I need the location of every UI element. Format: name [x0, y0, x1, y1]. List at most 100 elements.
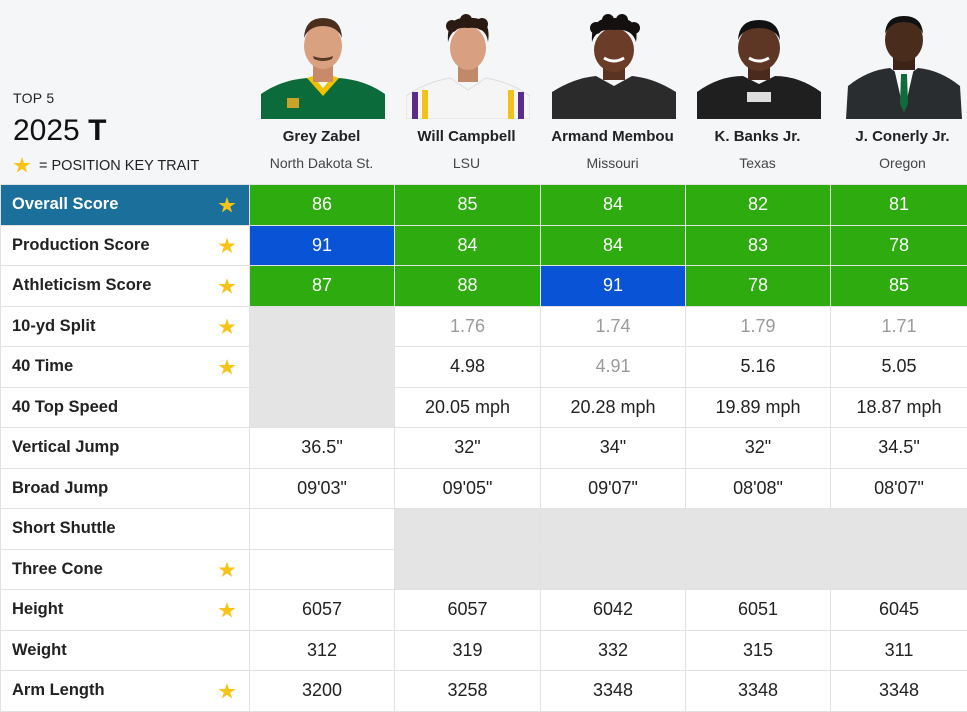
row-label-text: 40 Top Speed — [12, 397, 119, 416]
stat-cell: 84 — [394, 224, 541, 266]
table-row: Weight 312 319 332 315 311 — [0, 629, 967, 671]
stat-cell: 09'03" — [249, 467, 395, 509]
row-label-text: Short Shuttle — [12, 519, 116, 538]
star-icon — [218, 359, 236, 375]
stat-cell: 20.28 mph — [540, 386, 686, 428]
star-icon — [218, 602, 236, 618]
stat-cell: 332 — [540, 629, 686, 671]
row-label-text: Vertical Jump — [12, 438, 120, 457]
player-photo — [406, 12, 530, 119]
stat-cell: 1.74 — [540, 305, 686, 347]
row-label-text: Athleticism Score — [12, 276, 152, 295]
stat-cell: 311 — [830, 629, 967, 671]
table-row: 40 Top Speed 20.05 mph 20.28 mph 19.89 mph 1… — [0, 386, 967, 428]
stat-cell: 84 — [540, 184, 686, 226]
row-label: Vertical Jump — [0, 427, 250, 469]
stat-cell: 32" — [685, 427, 831, 469]
star-icon — [218, 237, 236, 253]
stat-cell: 85 — [394, 184, 541, 226]
stat-cell: 09'05" — [394, 467, 541, 509]
player-header: J. Conerly Jr. Oregon — [830, 0, 967, 184]
stat-cell: 91 — [249, 224, 395, 266]
stat-cell: 85 — [830, 265, 967, 307]
table-row: Production Score 91 84 84 83 78 — [0, 224, 967, 266]
stat-cell: 78 — [830, 224, 967, 266]
table-row: Height 6057 6057 6042 6051 6045 — [0, 589, 967, 631]
stat-cell — [394, 548, 541, 590]
row-label-text: Height — [12, 600, 64, 619]
stat-cell: 1.76 — [394, 305, 541, 347]
player-school: North Dakota St. — [269, 155, 374, 171]
draft-title: 2025 T — [13, 114, 106, 148]
stat-cell — [249, 508, 395, 550]
row-label: Three Cone — [0, 548, 250, 590]
player-name: Grey Zabel — [282, 128, 361, 145]
stat-cell: 3200 — [249, 670, 395, 712]
key-trait-legend: = POSITION KEY TRAIT — [13, 157, 199, 174]
row-label-text: Production Score — [12, 235, 150, 254]
stat-cell: 19.89 mph — [685, 386, 831, 428]
stat-cell: 6042 — [540, 589, 686, 631]
row-label: Athleticism Score — [0, 265, 250, 307]
row-label: Weight — [0, 629, 250, 671]
stat-cell — [830, 548, 967, 590]
player-name: J. Conerly Jr. — [855, 128, 950, 145]
stat-cell: 81 — [830, 184, 967, 226]
stat-cell: 6051 — [685, 589, 831, 631]
player-name: Armand Membou — [551, 128, 674, 145]
row-label: 10-yd Split — [0, 305, 250, 347]
row-label: Broad Jump — [0, 467, 250, 509]
row-label: Overall Score — [0, 184, 250, 226]
star-icon — [218, 683, 236, 699]
stat-cell: 36.5" — [249, 427, 395, 469]
player-school: Texas — [739, 155, 776, 171]
table-row: Vertical Jump 36.5" 32" 34" 32" 34.5" — [0, 427, 967, 469]
player-header: Grey Zabel North Dakota St. — [249, 0, 394, 184]
player-name: Will Campbell — [417, 128, 516, 145]
stat-cell: 78 — [685, 265, 831, 307]
top-label: TOP 5 — [13, 90, 55, 106]
stat-cell: 3348 — [540, 670, 686, 712]
row-label-text: Arm Length — [12, 681, 105, 700]
stat-cell: 315 — [685, 629, 831, 671]
stat-cell: 34" — [540, 427, 686, 469]
star-icon — [218, 561, 236, 577]
star-icon — [13, 157, 31, 173]
player-header: Will Campbell LSU — [394, 0, 539, 184]
star-icon — [218, 278, 236, 294]
table-row: 10-yd Split 1.76 1.74 1.79 1.71 — [0, 305, 967, 347]
player-school: Missouri — [586, 155, 639, 171]
row-label: 40 Top Speed — [0, 386, 250, 428]
header-title-block: TOP 5 2025 T = POSITION KEY TRAIT — [13, 0, 249, 184]
player-header: K. Banks Jr. Texas — [685, 0, 830, 184]
row-label: 40 Time — [0, 346, 250, 388]
stat-cell: 87 — [249, 265, 395, 307]
row-label-text: Broad Jump — [12, 478, 109, 497]
stat-cell: 83 — [685, 224, 831, 266]
player-photo — [697, 12, 821, 119]
table-row: Broad Jump 09'03" 09'05" 09'07" 08'08" 08'07" — [0, 467, 967, 509]
stat-cell: 09'07" — [540, 467, 686, 509]
stat-cell: 91 — [540, 265, 686, 307]
row-label-text: 10-yd Split — [12, 316, 96, 335]
table-row: Overall Score 86 85 84 82 81 — [0, 184, 967, 226]
row-label-text: Overall Score — [12, 195, 119, 214]
stat-cell: 20.05 mph — [394, 386, 541, 428]
key-trait-label: = POSITION KEY TRAIT — [39, 157, 200, 174]
stat-cell — [540, 548, 686, 590]
stat-cell: 4.98 — [394, 346, 541, 388]
stat-cell — [249, 346, 395, 388]
stat-cell — [249, 386, 395, 428]
table-row: Three Cone — [0, 548, 967, 590]
row-label-text: 40 Time — [12, 357, 74, 376]
stat-cell: 4.91 — [540, 346, 686, 388]
stat-cell — [249, 305, 395, 347]
row-label-text: Three Cone — [12, 559, 103, 578]
row-label: Height — [0, 589, 250, 631]
row-label-text: Weight — [12, 640, 67, 659]
stat-cell — [394, 508, 541, 550]
row-label: Arm Length — [0, 670, 250, 712]
stat-cell — [830, 508, 967, 550]
stat-cell: 312 — [249, 629, 395, 671]
